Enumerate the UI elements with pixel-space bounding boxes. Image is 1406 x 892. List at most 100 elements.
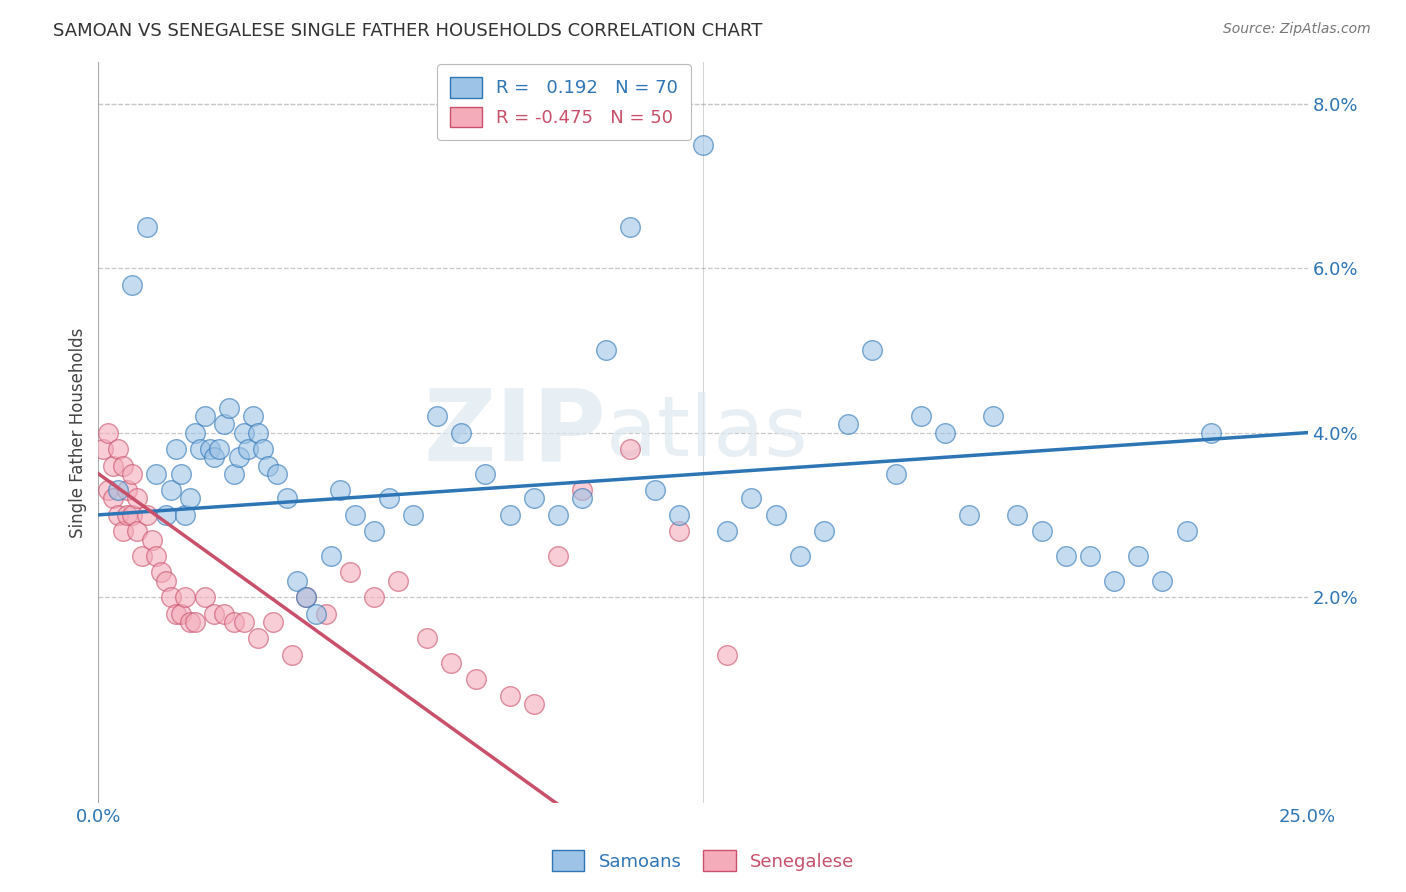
Point	[981, 409, 1004, 424]
Point	[107, 508, 129, 522]
Point	[194, 590, 217, 604]
Point	[222, 615, 245, 629]
Point	[238, 442, 260, 456]
Point	[619, 442, 641, 456]
Point	[247, 632, 270, 646]
Point	[644, 483, 666, 498]
Point	[450, 425, 472, 440]
Point	[266, 467, 288, 481]
Point	[716, 648, 738, 662]
Point	[886, 467, 908, 481]
Point	[789, 549, 811, 563]
Point	[91, 442, 114, 456]
Point	[860, 343, 883, 358]
Point	[222, 467, 245, 481]
Point	[179, 491, 201, 506]
Point	[169, 607, 191, 621]
Point	[127, 524, 149, 539]
Point	[242, 409, 264, 424]
Point	[571, 491, 593, 506]
Point	[571, 483, 593, 498]
Point	[169, 467, 191, 481]
Point	[228, 450, 250, 465]
Point	[276, 491, 298, 506]
Point	[1102, 574, 1125, 588]
Point	[101, 458, 124, 473]
Point	[343, 508, 366, 522]
Point	[295, 590, 318, 604]
Point	[740, 491, 762, 506]
Point	[218, 401, 240, 415]
Point	[1031, 524, 1053, 539]
Point	[1152, 574, 1174, 588]
Point	[1007, 508, 1029, 522]
Text: Source: ZipAtlas.com: Source: ZipAtlas.com	[1223, 22, 1371, 37]
Point	[619, 219, 641, 234]
Point	[204, 450, 226, 465]
Point	[194, 409, 217, 424]
Point	[174, 590, 197, 604]
Point	[377, 491, 399, 506]
Point	[188, 442, 211, 456]
Point	[813, 524, 835, 539]
Point	[174, 508, 197, 522]
Point	[107, 483, 129, 498]
Point	[285, 574, 308, 588]
Point	[131, 549, 153, 563]
Point	[121, 467, 143, 481]
Point	[155, 508, 177, 522]
Point	[692, 137, 714, 152]
Point	[416, 632, 439, 646]
Point	[247, 425, 270, 440]
Point	[319, 549, 342, 563]
Text: SAMOAN VS SENEGALESE SINGLE FATHER HOUSEHOLDS CORRELATION CHART: SAMOAN VS SENEGALESE SINGLE FATHER HOUSE…	[53, 22, 763, 40]
Point	[135, 508, 157, 522]
Text: ZIP: ZIP	[423, 384, 606, 481]
Point	[426, 409, 449, 424]
Point	[121, 508, 143, 522]
Point	[387, 574, 409, 588]
Point	[716, 524, 738, 539]
Point	[97, 483, 120, 498]
Point	[523, 491, 546, 506]
Point	[262, 615, 284, 629]
Legend: R =   0.192   N = 70, R = -0.475   N = 50: R = 0.192 N = 70, R = -0.475 N = 50	[437, 64, 690, 140]
Point	[295, 590, 318, 604]
Point	[117, 508, 139, 522]
Point	[97, 425, 120, 440]
Point	[150, 566, 173, 580]
Point	[232, 615, 254, 629]
Point	[232, 425, 254, 440]
Legend: Samoans, Senegalese: Samoans, Senegalese	[544, 843, 862, 879]
Point	[957, 508, 980, 522]
Point	[934, 425, 956, 440]
Point	[212, 417, 235, 432]
Point	[111, 524, 134, 539]
Point	[111, 458, 134, 473]
Point	[339, 566, 361, 580]
Point	[281, 648, 304, 662]
Point	[1175, 524, 1198, 539]
Point	[837, 417, 859, 432]
Point	[179, 615, 201, 629]
Point	[363, 524, 385, 539]
Point	[145, 549, 167, 563]
Point	[547, 508, 569, 522]
Point	[204, 607, 226, 621]
Point	[121, 277, 143, 292]
Point	[165, 607, 187, 621]
Point	[474, 467, 496, 481]
Point	[668, 524, 690, 539]
Point	[252, 442, 274, 456]
Point	[101, 491, 124, 506]
Point	[523, 697, 546, 711]
Point	[1128, 549, 1150, 563]
Point	[117, 483, 139, 498]
Point	[305, 607, 328, 621]
Point	[315, 607, 337, 621]
Point	[910, 409, 932, 424]
Point	[107, 442, 129, 456]
Y-axis label: Single Father Households: Single Father Households	[69, 327, 87, 538]
Point	[184, 425, 207, 440]
Point	[402, 508, 425, 522]
